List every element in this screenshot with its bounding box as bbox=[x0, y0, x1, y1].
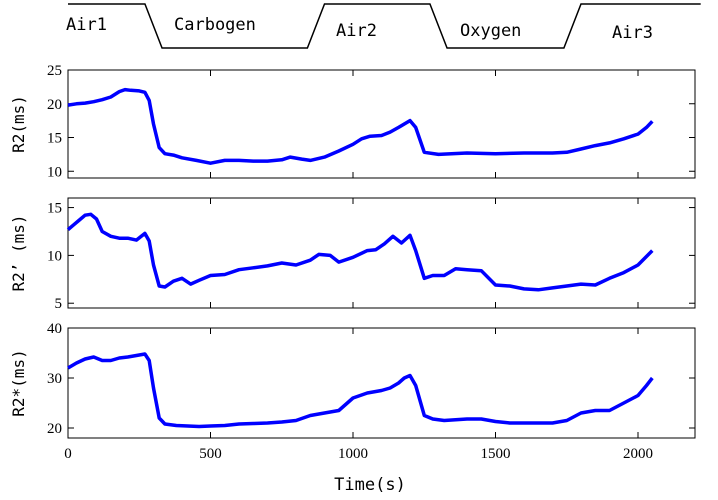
y-tick-label: 10 bbox=[47, 164, 62, 180]
x-ticks: 0 500 1000 1500 2000 bbox=[64, 446, 653, 462]
series-line-r2star bbox=[67, 352, 654, 429]
panel-r2star: 20 30 40 R2*(ms) bbox=[9, 321, 696, 439]
x-tick-label: 1000 bbox=[338, 446, 368, 462]
y-axis-label-r2prime: R2’ (ms) bbox=[9, 214, 28, 291]
segment-label-oxygen: Oxygen bbox=[460, 21, 521, 41]
y-tick-label: 15 bbox=[47, 131, 62, 147]
y-tick-label: 20 bbox=[47, 421, 62, 437]
series-line-r2prime bbox=[66, 212, 654, 292]
y-axis-label-r2star: R2*(ms) bbox=[9, 349, 28, 416]
x-tick-label: 0 bbox=[64, 446, 72, 462]
panel-r2prime: 5 10 15 R2’ (ms) bbox=[9, 197, 696, 312]
condition-timeline bbox=[68, 3, 701, 49]
y-ticks-r2: 10 15 20 25 bbox=[47, 63, 695, 180]
segment-label-air3: Air3 bbox=[612, 23, 653, 43]
segment-label-carbogen: Carbogen bbox=[174, 15, 256, 35]
condition-bar: Air1 Carbogen Air2 Oxygen Air3 bbox=[66, 3, 701, 49]
plot-frame-r2star bbox=[67, 327, 696, 439]
y-tick-label: 10 bbox=[47, 248, 62, 264]
y-axis-label-r2: R2(ms) bbox=[9, 95, 28, 153]
y-ticks-r2star: 20 30 40 bbox=[47, 321, 695, 438]
x-tick-label: 2000 bbox=[623, 446, 653, 462]
x-tick-label: 500 bbox=[199, 446, 222, 462]
plot-frame-r2 bbox=[67, 69, 696, 179]
y-tick-label: 30 bbox=[47, 371, 62, 387]
panel-r2: 10 15 20 25 R2(ms) bbox=[9, 63, 696, 180]
x-tick-label: 1500 bbox=[481, 446, 511, 462]
y-tick-label: 25 bbox=[47, 63, 62, 79]
y-tick-label: 40 bbox=[47, 321, 62, 337]
y-ticks-r2prime: 5 10 15 bbox=[47, 198, 695, 312]
segment-label-air2: Air2 bbox=[336, 21, 377, 41]
y-tick-label: 20 bbox=[47, 97, 62, 113]
series-line-r2 bbox=[67, 87, 654, 165]
y-tick-label: 5 bbox=[55, 296, 63, 312]
plot-frame-r2prime bbox=[67, 197, 696, 309]
x-axis-label: Time(s) bbox=[334, 475, 406, 495]
segment-label-air1: Air1 bbox=[66, 15, 107, 35]
y-tick-label: 15 bbox=[47, 201, 62, 217]
